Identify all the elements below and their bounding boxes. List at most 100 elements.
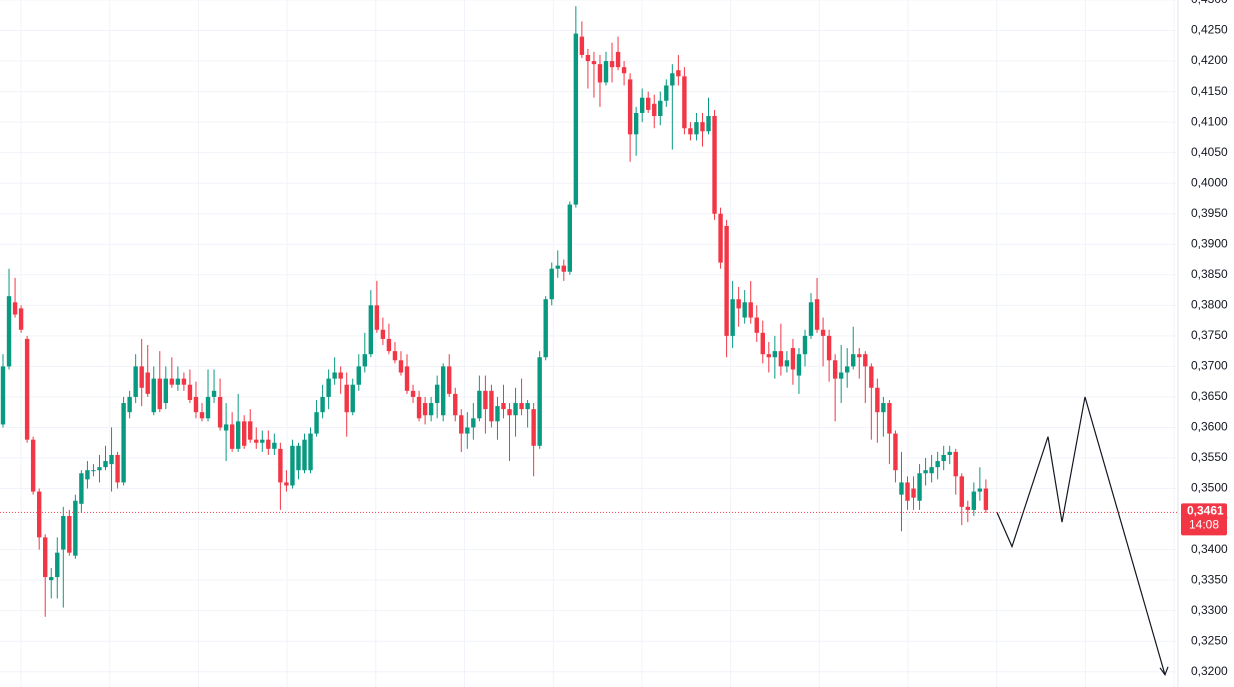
- candle-body: [838, 372, 844, 379]
- time-grid: [20, 0, 1175, 687]
- candle-body: [453, 393, 458, 416]
- candle-body: [151, 378, 156, 413]
- candle-body: [139, 366, 144, 388]
- candle-body: [513, 403, 518, 416]
- candle-body: [603, 61, 609, 83]
- y-tick-label: 0,3250: [1191, 633, 1228, 647]
- candle-body: [863, 354, 868, 367]
- candle-body: [49, 577, 54, 581]
- candle-body: [235, 421, 241, 449]
- candle-body: [392, 351, 398, 361]
- candle-body: [712, 116, 717, 214]
- candle-body: [344, 384, 349, 413]
- candle-body: [784, 360, 790, 367]
- candle-body: [284, 482, 289, 486]
- candle-body: [676, 70, 681, 77]
- candle-body: [248, 421, 253, 440]
- y-tick-label: 0,3750: [1191, 328, 1228, 342]
- candle-body: [646, 97, 651, 110]
- candle-body: [905, 482, 910, 501]
- candle-body: [718, 213, 723, 263]
- y-tick-label: 0,4250: [1191, 23, 1228, 37]
- candle-body: [585, 54, 591, 62]
- candle-body: [266, 439, 271, 449]
- projection-line: [996, 396, 1166, 675]
- candle-body: [621, 67, 627, 74]
- candle-body: [296, 445, 301, 471]
- y-tick-label: 0,3650: [1191, 389, 1228, 403]
- y-tick-label: 0,3900: [1191, 236, 1228, 250]
- candle-body: [579, 36, 585, 55]
- candle-body: [694, 122, 699, 135]
- candle-body: [959, 476, 964, 507]
- y-tick-label: 0,3550: [1191, 450, 1228, 464]
- candle-body: [591, 61, 597, 65]
- candle-body: [471, 418, 476, 428]
- candle-body: [706, 116, 711, 132]
- candle-body: [597, 64, 603, 83]
- candle-body: [573, 33, 579, 205]
- candle-body: [187, 384, 193, 400]
- candle-body: [6, 296, 12, 367]
- y-tick-label: 0,3200: [1191, 664, 1228, 678]
- candle-body: [736, 299, 741, 309]
- candle-body: [217, 396, 223, 428]
- candle-body: [103, 461, 108, 468]
- candle-body: [977, 488, 983, 492]
- candle-body: [477, 390, 482, 419]
- candle-body: [531, 409, 536, 446]
- candle-body: [652, 103, 657, 117]
- candle-body: [0, 366, 6, 425]
- candle-body: [887, 403, 892, 434]
- candle-body: [790, 348, 796, 370]
- candle-body: [320, 396, 325, 413]
- candle-body: [163, 378, 169, 404]
- candle-body: [760, 332, 765, 355]
- candle-body: [368, 305, 374, 355]
- candle-body: [61, 516, 66, 550]
- candle-body: [537, 357, 542, 446]
- candle-body: [338, 372, 343, 379]
- y-tick-label: 0,3400: [1191, 542, 1228, 556]
- projection-arrowhead: [1159, 666, 1169, 677]
- candle-body: [30, 439, 36, 492]
- candle-body: [229, 424, 235, 449]
- candle-body: [899, 482, 904, 495]
- candle-body: [941, 454, 946, 462]
- candle-body: [199, 412, 205, 419]
- candle-body: [115, 454, 120, 483]
- candle-body: [254, 439, 259, 443]
- candle-body: [724, 225, 729, 336]
- candle-body: [404, 366, 410, 391]
- candle-body: [109, 454, 114, 465]
- candle-body: [820, 329, 826, 336]
- candle-body: [133, 366, 138, 397]
- candle-body: [893, 433, 898, 471]
- y-tick-label: 0,4150: [1191, 84, 1228, 98]
- candle-body: [929, 467, 934, 474]
- candle-body: [670, 73, 675, 86]
- candle-body: [308, 433, 313, 471]
- candle-body: [91, 470, 96, 472]
- candle-body: [748, 302, 753, 318]
- candle-body: [609, 61, 615, 68]
- candle-body: [205, 396, 211, 419]
- candle-body: [501, 403, 506, 410]
- y-tick-label: 0,3500: [1191, 481, 1228, 495]
- candle-body: [627, 79, 633, 135]
- candle-body: [416, 396, 422, 419]
- candle-body: [700, 122, 705, 132]
- candle-body: [169, 378, 175, 385]
- candle-body: [615, 51, 621, 68]
- candle-body: [223, 424, 229, 431]
- candle-body: [639, 97, 645, 113]
- candle-body: [495, 406, 500, 422]
- y-tick-label: 0,4050: [1191, 145, 1228, 159]
- candle-body: [374, 305, 380, 330]
- candle-body: [465, 427, 470, 434]
- candle-body: [688, 128, 693, 135]
- candle-body: [965, 506, 970, 510]
- y-tick-label: 0,4300: [1191, 0, 1228, 6]
- candle-body: [754, 317, 759, 333]
